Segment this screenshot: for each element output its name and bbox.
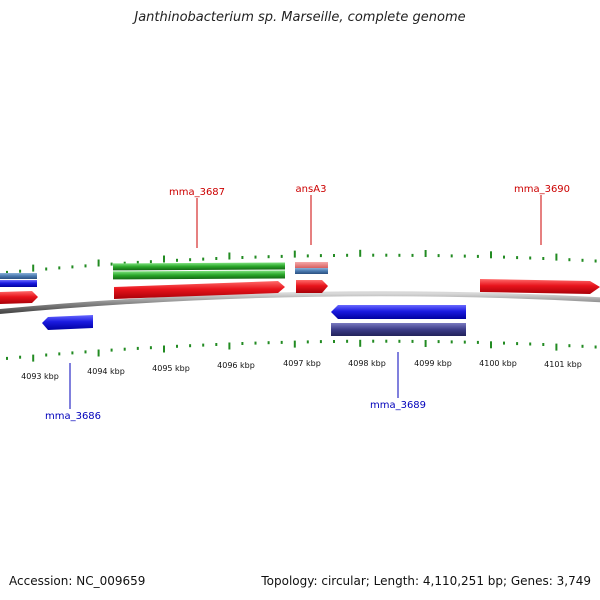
gene-label-mma_3687[interactable]: mma_3687 <box>169 187 225 198</box>
scale-label: 4094 kbp <box>87 367 125 376</box>
forward-strand-ticks <box>6 249 597 274</box>
gene-label-mma_3686[interactable]: mma_3686 <box>45 411 101 422</box>
genome-stats-text: Topology: circular; Length: 4,110,251 bp… <box>261 574 591 588</box>
reverse-strand-ticks <box>6 339 597 362</box>
map-title: Janthinobacterium sp. Marseille, complet… <box>134 10 466 25</box>
gene-mma_3690[interactable] <box>480 279 600 294</box>
scale-label: 4093 kbp <box>21 372 59 381</box>
scale-label: 4100 kbp <box>479 359 517 368</box>
gene-mma_3687[interactable] <box>114 281 285 299</box>
feature-left-red[interactable] <box>0 291 38 304</box>
gene-label-ansA3[interactable]: ansA3 <box>296 184 327 195</box>
genome-backbone <box>0 291 600 315</box>
scale-label: 4099 kbp <box>414 359 452 368</box>
scale-label: 4098 kbp <box>348 359 386 368</box>
gene-mma_3686[interactable] <box>42 315 93 330</box>
gene-ansA3-trna[interactable] <box>295 262 328 274</box>
accession-text: Accession: NC_009659 <box>9 574 146 588</box>
gene-label-mma_3689[interactable]: mma_3689 <box>370 400 426 411</box>
feature-left-steel[interactable] <box>0 273 37 279</box>
scale-label: 4101 kbp <box>544 360 582 369</box>
scale-label: 4095 kbp <box>152 364 190 373</box>
feature-left-blue[interactable] <box>0 280 37 287</box>
scale-labels: 4093 kbp 4094 kbp 4095 kbp 4096 kbp 4097… <box>21 359 582 381</box>
gene-ansA3[interactable] <box>296 280 328 293</box>
scale-label: 4096 kbp <box>217 361 255 370</box>
gene-mma_3689[interactable] <box>331 305 466 319</box>
gene-label-mma_3690[interactable]: mma_3690 <box>514 184 570 195</box>
gene-mma_3687-rna[interactable] <box>113 262 285 280</box>
gene-mma_3689-cds[interactable] <box>331 323 466 336</box>
scale-label: 4097 kbp <box>283 359 321 368</box>
